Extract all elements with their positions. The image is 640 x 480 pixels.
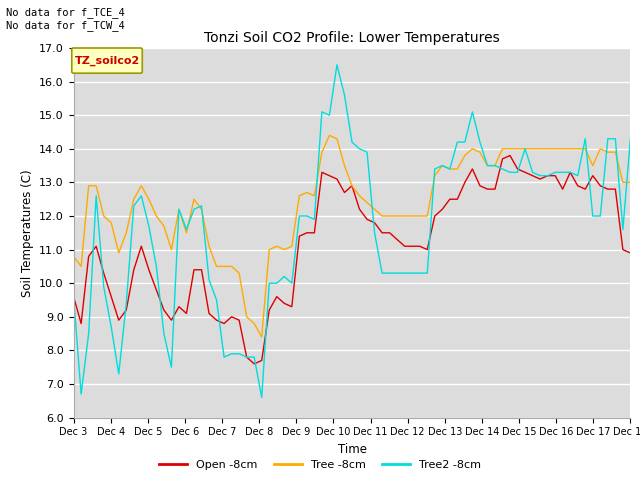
Open -8cm: [70, 294, 77, 300]
Text: No data for f_TCE_4
No data for f_TCW_4: No data for f_TCE_4 No data for f_TCW_4: [6, 7, 125, 31]
Line: Tree2 -8cm: Tree2 -8cm: [74, 65, 630, 397]
Tree -8cm: [529, 146, 536, 152]
Open -8cm: [544, 173, 552, 179]
Tree2 -8cm: [544, 173, 552, 179]
Tree2 -8cm: [333, 62, 340, 68]
Tree2 -8cm: [581, 136, 589, 142]
Tree -8cm: [326, 132, 333, 138]
Open -8cm: [529, 173, 536, 179]
Open -8cm: [581, 186, 589, 192]
Tree2 -8cm: [521, 146, 529, 152]
Line: Open -8cm: Open -8cm: [74, 156, 630, 364]
Tree -8cm: [506, 146, 514, 152]
Title: Tonzi Soil CO2 Profile: Lower Temperatures: Tonzi Soil CO2 Profile: Lower Temperatur…: [204, 32, 500, 46]
Tree -8cm: [627, 180, 634, 185]
Y-axis label: Soil Temperatures (C): Soil Temperatures (C): [20, 169, 33, 297]
Tree -8cm: [521, 146, 529, 152]
Open -8cm: [521, 169, 529, 175]
Line: Tree -8cm: Tree -8cm: [74, 135, 630, 337]
X-axis label: Time: Time: [337, 443, 367, 456]
Legend: Open -8cm, Tree -8cm, Tree2 -8cm: Open -8cm, Tree -8cm, Tree2 -8cm: [155, 456, 485, 474]
Open -8cm: [506, 153, 514, 158]
Tree2 -8cm: [529, 169, 536, 175]
FancyBboxPatch shape: [72, 48, 142, 73]
Tree2 -8cm: [258, 395, 266, 400]
Open -8cm: [250, 361, 258, 367]
Tree2 -8cm: [115, 371, 123, 377]
Tree2 -8cm: [70, 294, 77, 300]
Open -8cm: [627, 250, 634, 256]
Tree -8cm: [581, 146, 589, 152]
Tree2 -8cm: [627, 136, 634, 142]
Text: TZ_soilco2: TZ_soilco2: [74, 56, 140, 66]
Tree -8cm: [70, 253, 77, 259]
Open -8cm: [115, 317, 123, 323]
Tree -8cm: [115, 250, 123, 256]
Tree -8cm: [544, 146, 552, 152]
Tree2 -8cm: [506, 169, 514, 175]
Open -8cm: [499, 156, 506, 162]
Tree -8cm: [258, 334, 266, 340]
